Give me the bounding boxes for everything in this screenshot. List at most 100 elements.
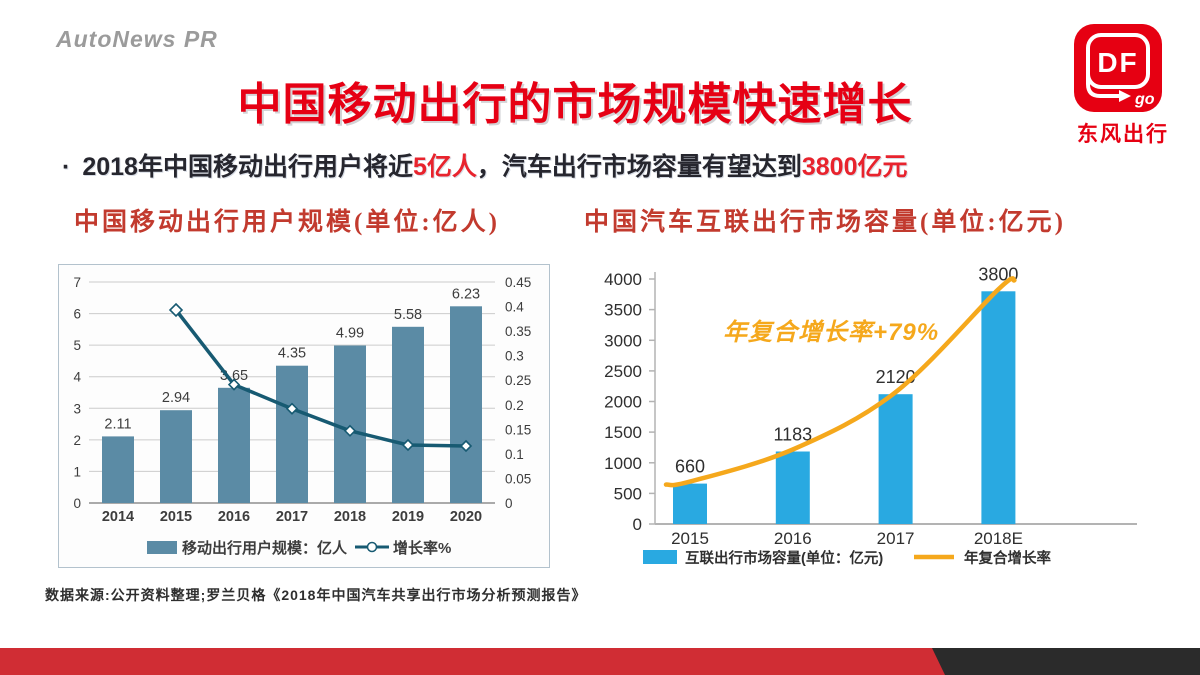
left-chart-panel: 0 1 2 3 4 5 6 7 0 0.05 0.1 0.15 0.2 0.25 0.3 0.35 0.4 0.4…: [58, 264, 550, 568]
right-chart-panel: 0 500 1000 1500 2000 2500 3000 3500 4000 660 2015 1…: [592, 254, 1152, 572]
bottom-dark-corner: [932, 648, 1200, 675]
bar-value-label: 4.99: [336, 326, 364, 342]
left-axis-tick-label: 3: [73, 401, 81, 416]
page-title: 中国移动出行的市场规模快速增长: [237, 80, 913, 129]
left-axis-tick-label: 1: [73, 464, 81, 479]
bar-value-label: 2.94: [162, 390, 190, 406]
legend-line-label: 增长率%: [393, 539, 451, 557]
line-marker-diamond-icon: [459, 439, 473, 453]
y-axis-tick-label: 4000: [604, 270, 642, 289]
x-axis-label: 2018E: [974, 529, 1023, 548]
y-axis-tick-label: 3500: [604, 301, 642, 320]
bar: [392, 326, 424, 503]
logo-background: [1074, 24, 1162, 112]
line-marker-diamond-icon: [401, 438, 415, 452]
bar-value-label: 3.65: [220, 368, 248, 384]
logo-arrow-shaft: [1086, 64, 1120, 98]
left-axis-tick-label: 0: [73, 496, 81, 511]
bar: [878, 394, 913, 524]
y-axis-tick-label: 3000: [604, 331, 642, 350]
bullet-segment: ，汽车出行市场容量有望达到: [476, 153, 802, 181]
bullet-emphasis: 5亿人: [412, 153, 477, 181]
legend-bar-label: 移动出行用户规模：亿人: [182, 539, 348, 557]
x-axis-label: 2019: [392, 509, 424, 525]
bottom-red-band: [0, 648, 1200, 675]
logo-go-text: go: [1134, 91, 1155, 108]
legend-bar-label: 互联出行市场容量(单位：亿元): [685, 549, 883, 567]
x-axis-label: 2017: [276, 509, 308, 525]
line-marker-diamond-icon: [343, 424, 357, 437]
logo-arrow-head-icon: [1119, 90, 1131, 102]
left-axis-tick-label: 6: [73, 307, 81, 322]
x-axis-label: 2017: [877, 529, 915, 548]
legend-bar-swatch: [147, 541, 177, 554]
key-point-line: · 2018年中国移动出行用户将近5亿人，汽车出行市场容量有望达到3800亿元: [62, 147, 908, 183]
bar: [218, 387, 250, 503]
left-chart-svg: 0 1 2 3 4 5 6 7 0 0.05 0.1 0.15 0.2 0.25 0.3 0.35 0.4 0.4…: [73, 275, 531, 557]
legend-bar-swatch: [643, 550, 677, 564]
cagr-annotation: 年复合增长率+79%: [723, 319, 939, 346]
bullet-text: 2018年中国移动出行用户将近5亿人，汽车出行市场容量有望达到3800亿元: [82, 153, 907, 181]
x-axis-label: 2015: [671, 529, 709, 548]
dongfeng-logo: DF go 东风出行: [1074, 24, 1172, 148]
y-axis-tick-label: 500: [614, 484, 642, 503]
bar: [673, 483, 707, 524]
bar: [334, 345, 366, 503]
y-axis-tick-label: 2500: [604, 362, 642, 381]
left-axis-tick-label: 5: [73, 338, 81, 353]
right-axis-tick-label: 0.3: [505, 349, 524, 364]
y-axis-tick-label: 2000: [604, 393, 642, 412]
right-axis-tick-label: 0: [505, 496, 513, 511]
right-axis-tick-label: 0.1: [505, 447, 524, 462]
bar: [775, 451, 810, 524]
bullet-emphasis: 3800亿元: [801, 153, 908, 181]
x-axis-label: 2014: [102, 509, 134, 525]
right-axis-tick-label: 0.25: [505, 373, 531, 388]
growth-rate-line: [174, 308, 467, 448]
right-axis-tick-label: 0.35: [505, 324, 531, 339]
bullet-segment: 2018年中国移动出行用户将近: [82, 153, 413, 181]
y-axis-tick-label: 1000: [604, 454, 642, 473]
brand-logo-text: AutoNews PR: [56, 26, 218, 52]
bullet-marker: ·: [62, 153, 71, 181]
right-chart-title: 中国汽车互联出行市场容量(单位:亿元): [584, 209, 1066, 236]
right-axis-tick-label: 0.4: [505, 300, 524, 315]
bar-value-label: 6.23: [452, 286, 480, 302]
left-axis-tick-label: 4: [73, 370, 81, 385]
x-axis-label: 2016: [774, 529, 812, 548]
source-note: 数据来源:公开资料整理;罗兰贝格《2018年中国汽车共享出行市场分析预测报告》: [45, 587, 587, 603]
legend-line-marker-icon: [366, 541, 378, 553]
line-marker-diamond-icon: [227, 378, 241, 391]
bar-value-label: 5.58: [394, 307, 422, 323]
x-axis-label: 2018: [334, 509, 366, 525]
bar: [160, 410, 192, 503]
logo-inner-frame: [1086, 33, 1150, 89]
df-logo-icon: DF go: [1074, 24, 1162, 112]
line-marker-diamond-icon: [168, 302, 184, 318]
line-marker-diamond-icon: [285, 402, 299, 415]
left-axis-tick-label: 7: [73, 275, 81, 290]
x-axis-label: 2016: [218, 509, 250, 525]
cagr-curve: [663, 276, 1017, 488]
logo-caption: 东风出行: [1077, 123, 1169, 146]
right-axis-tick-label: 0.2: [505, 398, 524, 413]
bar-value-label: 660: [675, 457, 705, 477]
logo-df-text: DF: [1097, 47, 1138, 78]
right-axis-tick-label: 0.15: [505, 422, 531, 437]
x-axis-label: 2015: [160, 509, 192, 525]
y-axis-tick-label: 0: [633, 515, 642, 534]
bar: [450, 306, 482, 503]
x-axis-label: 2020: [450, 509, 482, 525]
bar: [981, 291, 1016, 525]
bar: [276, 365, 308, 503]
bar-value-label: 2.11: [104, 416, 131, 432]
right-axis-tick-label: 0.45: [505, 275, 531, 290]
legend-curve-label: 年复合增长率: [964, 549, 1051, 567]
y-axis-tick-label: 1500: [604, 423, 642, 442]
bar: [102, 436, 134, 503]
left-chart-title: 中国移动出行用户规模(单位:亿人): [74, 209, 500, 236]
bar-value-label: 1183: [773, 425, 812, 445]
left-axis-tick-label: 2: [73, 433, 81, 448]
bar-value-label: 4.35: [278, 346, 306, 362]
